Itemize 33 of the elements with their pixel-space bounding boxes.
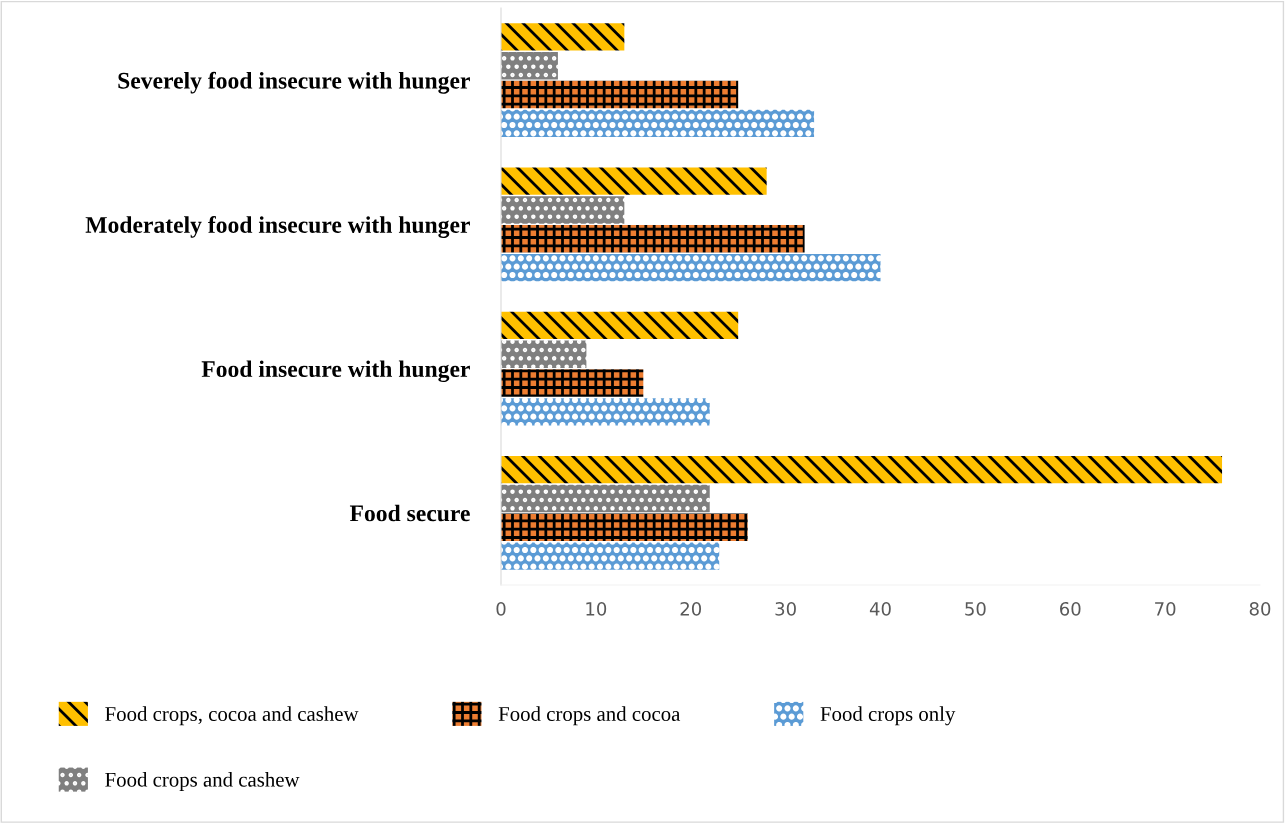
x-tick-label: 50 [965, 601, 986, 616]
bar [501, 109, 815, 138]
bar [501, 484, 710, 513]
legend-label: Food crops and cashew [105, 772, 300, 791]
x-tick-label: 40 [869, 601, 891, 616]
x-tick-label: 10 [586, 601, 607, 616]
bar [501, 513, 748, 541]
x-tick-label: 70 [1155, 601, 1176, 616]
x-tick-label: 60 [1060, 601, 1081, 616]
bar [501, 455, 1223, 484]
bar [501, 225, 805, 253]
y-tick-label: Severely food insecure with hunger [118, 71, 470, 94]
bar [501, 23, 625, 51]
bar [501, 196, 625, 224]
y-tick-label: Food secure [349, 504, 470, 522]
y-tick-label: Food insecure with hunger [201, 360, 470, 383]
bar [501, 311, 739, 340]
x-tick-label: 20 [680, 601, 702, 616]
legend-label: Food crops only [820, 706, 956, 726]
legend-label: Food crops and cocoa [498, 706, 681, 726]
bar [501, 369, 644, 397]
y-tick-label: Moderately food insecure with hunger [85, 216, 470, 238]
legend-label: Food crops, cocoa and cashew [105, 706, 359, 726]
bar [501, 542, 720, 570]
bar [501, 80, 739, 109]
x-tick-label: 80 [1249, 601, 1271, 616]
x-tick-label: 30 [775, 601, 796, 616]
x-tick-label: 0 [496, 601, 506, 616]
bar [501, 398, 710, 426]
bar [501, 340, 587, 368]
bar [501, 52, 558, 80]
bar [501, 253, 881, 282]
bar [501, 167, 767, 195]
